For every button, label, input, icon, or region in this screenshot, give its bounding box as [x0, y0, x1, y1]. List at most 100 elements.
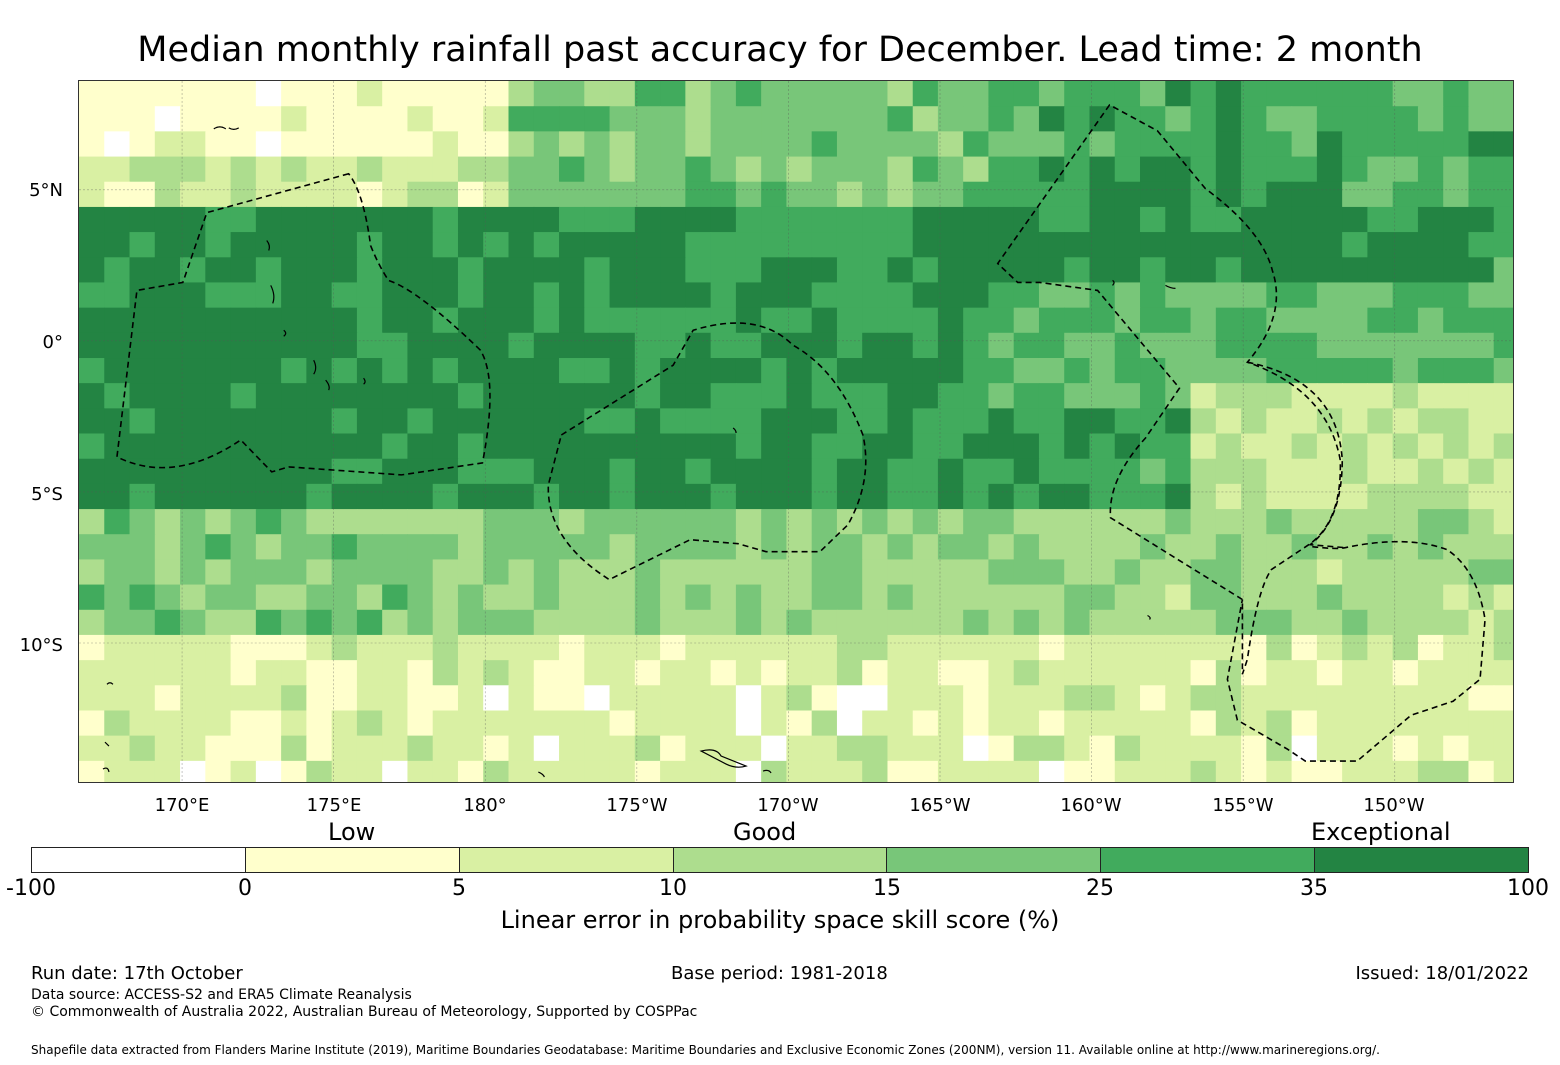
- skill-map: [78, 80, 1514, 783]
- skill-cell: [457, 584, 484, 611]
- skill-cell: [761, 408, 788, 435]
- skill-cell: [1493, 609, 1513, 636]
- skill-cell: [508, 181, 535, 208]
- skill-cell: [786, 408, 813, 435]
- skill-cell: [862, 408, 889, 435]
- skill-cell: [1114, 383, 1141, 409]
- skill-cell: [457, 282, 484, 309]
- skill-cell: [508, 206, 535, 233]
- skill-cell: [306, 685, 333, 712]
- skill-cell: [1165, 609, 1192, 636]
- skill-cell: [912, 181, 939, 208]
- skill-cell: [79, 433, 105, 460]
- skill-cell: [154, 81, 181, 107]
- skill-cell: [1241, 509, 1267, 535]
- skill-cell: [811, 307, 838, 334]
- skill-cell: [660, 685, 686, 712]
- skill-cell: [1241, 232, 1267, 258]
- skill-cell: [205, 609, 232, 636]
- skill-cell: [1468, 383, 1495, 409]
- skill-cell: [205, 131, 232, 158]
- skill-cell: [1392, 131, 1419, 158]
- skill-cell: [584, 584, 611, 611]
- skill-cell: [584, 232, 611, 258]
- skill-cell: [1013, 358, 1040, 384]
- skill-cell: [1165, 534, 1192, 561]
- skill-cell: [79, 710, 105, 737]
- skill-cell: [180, 685, 206, 712]
- skill-cell: [1468, 358, 1495, 384]
- skill-cell: [382, 584, 409, 611]
- skill-cell: [104, 383, 131, 409]
- skill-cell: [1215, 81, 1242, 107]
- skill-cell: [508, 358, 535, 384]
- skill-cell: [836, 660, 863, 686]
- skill-cell: [735, 257, 762, 284]
- skill-cell: [912, 81, 939, 107]
- skill-cell: [483, 685, 510, 712]
- skill-cell: [331, 483, 358, 510]
- skill-cell: [710, 760, 737, 782]
- skill-cell: [533, 282, 560, 309]
- skill-cell: [786, 181, 813, 208]
- skill-cell: [761, 584, 788, 611]
- skill-cell: [382, 181, 409, 208]
- skill-cell: [963, 131, 990, 158]
- skill-cell: [887, 332, 914, 359]
- skill-cell: [786, 609, 813, 636]
- skill-cell: [1064, 181, 1091, 208]
- skill-cell: [1089, 156, 1116, 183]
- skill-cell: [1367, 584, 1394, 611]
- skill-cell: [281, 634, 307, 661]
- skill-cell: [1342, 660, 1369, 686]
- skill-cell: [356, 358, 383, 384]
- skill-cell: [937, 559, 964, 586]
- skill-cell: [1342, 710, 1369, 737]
- skill-cell: [483, 181, 510, 208]
- skill-cell: [710, 534, 737, 561]
- skill-cell: [1316, 332, 1343, 359]
- skill-cell: [205, 257, 232, 284]
- skill-cell: [1165, 584, 1192, 611]
- skill-cell: [1089, 358, 1116, 384]
- skill-cell: [508, 634, 535, 661]
- skill-cell: [660, 131, 686, 158]
- skill-cell: [1241, 584, 1267, 611]
- skill-cell: [508, 559, 535, 586]
- skill-cell: [331, 156, 358, 183]
- skill-cell: [887, 358, 914, 384]
- skill-cell: [331, 660, 358, 686]
- skill-cell: [609, 81, 636, 107]
- skill-cell: [912, 332, 939, 359]
- skill-cell: [281, 509, 307, 535]
- skill-cell: [735, 81, 762, 107]
- skill-cell: [1316, 760, 1343, 782]
- skill-cell: [79, 685, 105, 712]
- skill-cell: [1367, 408, 1394, 435]
- skill-cell: [963, 584, 990, 611]
- skill-cell: [1064, 634, 1091, 661]
- skill-cell: [685, 408, 712, 435]
- skill-cell: [1140, 760, 1166, 782]
- skill-cell: [508, 710, 535, 737]
- skill-cell: [1266, 106, 1293, 133]
- skill-cell: [1114, 458, 1141, 485]
- skill-cell: [79, 760, 105, 782]
- skill-cell: [685, 483, 712, 510]
- skill-cell: [457, 206, 484, 233]
- skill-cell: [786, 710, 813, 737]
- skill-cell: [1266, 408, 1293, 435]
- skill-cell: [306, 584, 333, 611]
- copyright: © Commonwealth of Australia 2022, Austra…: [31, 1004, 698, 1020]
- skill-cell: [1215, 106, 1242, 133]
- skill-cell: [786, 358, 813, 384]
- skill-cell: [1089, 282, 1116, 309]
- skill-cell: [963, 760, 990, 782]
- skill-cell: [1493, 383, 1513, 409]
- skill-cell: [281, 383, 307, 409]
- skill-cell: [660, 559, 686, 586]
- skill-cell: [912, 584, 939, 611]
- skill-cell: [559, 634, 585, 661]
- skill-cell: [1417, 383, 1444, 409]
- skill-cell: [1493, 458, 1513, 485]
